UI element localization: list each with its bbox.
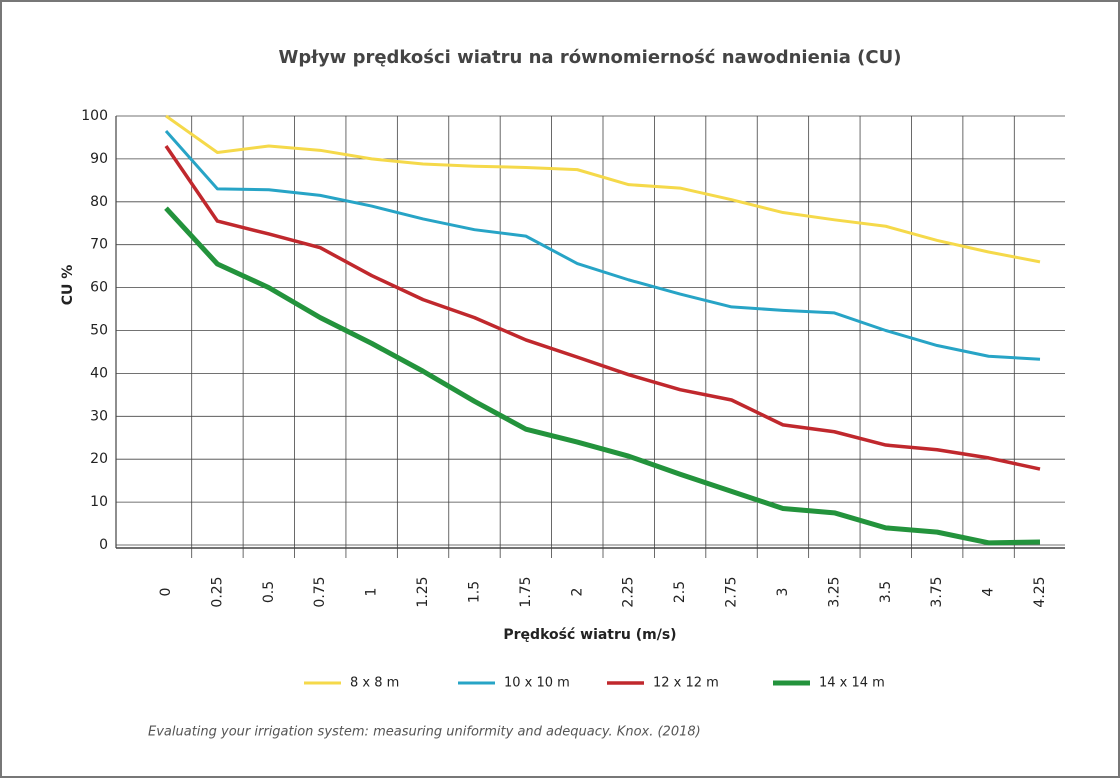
y-tick-label: 90 <box>90 151 108 167</box>
x-tick-label: 3 <box>775 588 791 597</box>
x-tick-label: 1 <box>364 588 380 597</box>
x-tick-label: 2.75 <box>724 576 740 607</box>
series-line <box>164 145 1041 471</box>
x-tick-label: 4.25 <box>1032 576 1048 607</box>
y-tick-label: 10 <box>90 494 108 510</box>
legend-label: 14 x 14 m <box>819 676 885 691</box>
x-tick-label: 2.5 <box>672 581 688 603</box>
legend-label: 10 x 10 m <box>504 676 570 691</box>
legend-label: 8 x 8 m <box>350 676 399 691</box>
series-line <box>164 206 1041 546</box>
y-tick-label: 30 <box>90 408 108 424</box>
x-tick-label: 4 <box>981 587 997 596</box>
y-tick-label: 40 <box>90 365 108 381</box>
x-tick-label: 1.75 <box>518 576 534 607</box>
x-tick-label: 2.25 <box>621 576 637 607</box>
y-tick-label: 0 <box>99 537 108 553</box>
x-tick-label: 3.5 <box>878 581 894 603</box>
x-tick-label: 3.75 <box>929 576 945 607</box>
x-tick-label: 0.25 <box>209 576 225 607</box>
x-tick-label: 2 <box>569 588 585 597</box>
legend-label: 12 x 12 m <box>653 676 719 691</box>
x-tick-label: 1.25 <box>415 576 431 607</box>
x-tick-label: 0.5 <box>261 581 277 603</box>
y-tick-label: 80 <box>90 194 108 210</box>
y-tick-label: 70 <box>90 237 108 253</box>
y-tick-label: 100 <box>81 108 108 124</box>
y-tick-label: 20 <box>90 451 108 467</box>
x-tick-label: 0.75 <box>312 576 328 607</box>
y-tick-label: 60 <box>90 280 108 296</box>
x-tick-label: 0 <box>158 588 174 597</box>
x-tick-label: 1.5 <box>466 581 482 603</box>
y-axis-label: CU % <box>60 265 76 306</box>
x-tick-label: 3.25 <box>826 576 842 607</box>
y-tick-label: 50 <box>90 323 108 339</box>
series-line <box>164 130 1041 361</box>
series-line <box>165 114 1041 264</box>
source-note: Evaluating your irrigation system: measu… <box>148 725 701 740</box>
x-axis-label: Prędkość wiatru (m/s) <box>503 627 676 643</box>
chart-title: Wpływ prędkości wiatru na równomierność … <box>279 47 902 68</box>
